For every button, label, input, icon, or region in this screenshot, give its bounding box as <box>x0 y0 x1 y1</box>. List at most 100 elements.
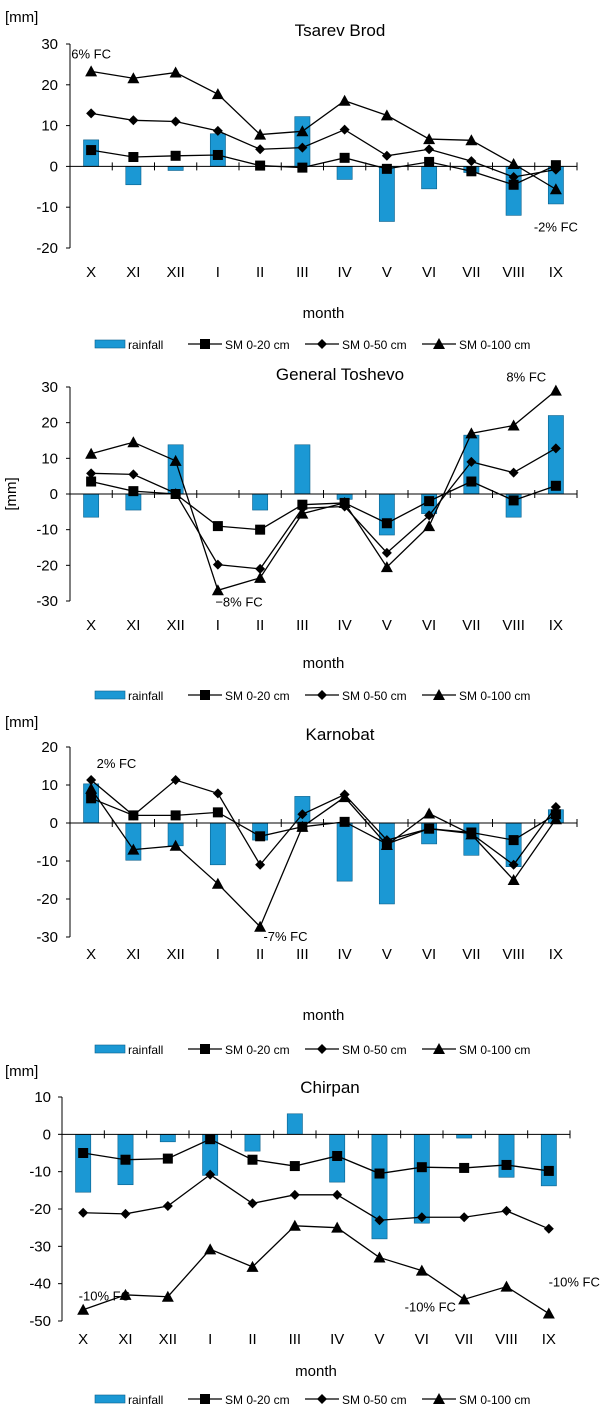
legend-label: SM 0-50 cm <box>342 689 407 703</box>
data-point-sm-0-20-cm <box>466 166 477 177</box>
rainfall-bar <box>413 1134 430 1224</box>
data-point-sm-0-20-cm <box>255 160 266 171</box>
legend-label: SM 0-100 cm <box>459 1393 530 1407</box>
series-line-sm-0-20-cm <box>90 797 557 845</box>
annotation-label: -10% FC <box>79 1288 130 1303</box>
data-point-sm-0-100-cm <box>373 1251 386 1263</box>
data-point-sm-0-100-cm <box>338 94 351 106</box>
x-tick-label: I <box>208 1331 212 1348</box>
series-line-sm-0-100-cm <box>91 70 557 190</box>
y-tick-label: 0 <box>43 1126 51 1143</box>
data-point-sm-0-50-cm <box>297 142 308 153</box>
data-point-sm-0-50-cm <box>550 802 561 813</box>
legend: rainfall SM 0-20 cm SM 0-50 cm SM 0-100 cm <box>94 1393 530 1407</box>
data-point-sm-0-50-cm <box>543 1223 554 1234</box>
x-axis-label: month <box>295 1363 337 1380</box>
x-tick-label: IV <box>338 264 352 281</box>
x-tick-label: II <box>256 946 264 963</box>
data-point-sm-0-50-cm <box>170 775 181 786</box>
data-point-sm-0-50-cm <box>424 510 435 521</box>
x-tick-label: X <box>86 617 96 634</box>
data-point-sm-0-50-cm <box>416 1212 427 1223</box>
data-point-sm-0-20-cm <box>162 1153 173 1164</box>
x-tick-label: XI <box>126 617 140 634</box>
x-tick-label: IV <box>330 1331 344 1348</box>
y-tick-label: -40 <box>29 1276 51 1293</box>
legend-label: rainfall <box>128 1393 163 1407</box>
annotation-label: -10% FC <box>549 1275 600 1290</box>
chart-panel-4: Chirpan[mm]100-10-20-30-40-50X XI XII I II II… <box>5 1063 600 1407</box>
x-tick-label: XII <box>166 617 184 634</box>
data-point-sm-0-20-cm <box>543 1165 554 1176</box>
y-tick-label: 10 <box>34 1089 51 1106</box>
data-point-sm-0-100-cm <box>380 109 393 121</box>
x-tick-label: X <box>78 1331 88 1348</box>
legend-label: SM 0-20 cm <box>225 1393 290 1407</box>
y-tick-label: 10 <box>41 118 58 135</box>
x-tick-label: II <box>256 617 264 634</box>
data-point-sm-0-100-cm <box>465 134 478 146</box>
data-point-sm-0-50-cm <box>212 125 223 136</box>
rainfall-bar <box>252 493 269 511</box>
x-tick-label: V <box>382 264 392 281</box>
data-point-sm-0-50-cm <box>170 116 181 127</box>
series-line-sm-0-100-cm <box>90 390 557 592</box>
data-point-sm-0-50-cm <box>212 788 223 799</box>
data-point-sm-0-20-cm <box>289 1161 300 1172</box>
x-tick-label: III <box>296 264 309 281</box>
x-tick-label: IX <box>542 1331 556 1348</box>
x-tick-label: VI <box>422 617 436 634</box>
data-point-sm-0-100-cm <box>254 920 267 932</box>
y-tick-label: -30 <box>36 593 58 610</box>
data-point-sm-0-50-cm <box>466 156 477 167</box>
legend-marker <box>317 1044 327 1054</box>
y-tick-label: -10 <box>36 199 58 216</box>
x-tick-label: XI <box>126 264 140 281</box>
data-point-sm-0-20-cm <box>459 1162 470 1173</box>
x-tick-label: IV <box>338 946 352 963</box>
data-point-sm-0-20-cm <box>416 1162 427 1173</box>
data-point-sm-0-20-cm <box>170 810 181 821</box>
data-point-sm-0-20-cm <box>212 807 223 818</box>
x-tick-label: VIII <box>502 617 525 634</box>
x-tick-label: VIII <box>495 1331 518 1348</box>
x-tick-label: I <box>216 617 220 634</box>
data-point-sm-0-20-cm <box>86 793 97 804</box>
data-point-sm-0-100-cm <box>549 384 562 396</box>
data-point-sm-0-50-cm <box>212 559 223 570</box>
data-point-sm-0-100-cm <box>246 1260 259 1272</box>
data-point-sm-0-50-cm <box>289 1189 300 1200</box>
data-point-sm-0-20-cm <box>381 163 392 174</box>
series-line-sm-0-20-cm <box>83 1138 549 1175</box>
data-point-sm-0-20-cm <box>255 831 266 842</box>
x-tick-label: XI <box>118 1331 132 1348</box>
data-point-sm-0-100-cm <box>169 66 182 78</box>
legend-label: rainfall <box>128 338 163 352</box>
data-point-sm-0-50-cm <box>86 468 97 479</box>
x-tick-label: VII <box>455 1331 473 1348</box>
data-point-sm-0-20-cm <box>86 145 97 156</box>
data-point-sm-0-100-cm <box>423 520 436 532</box>
y-tick-label: -10 <box>36 853 58 870</box>
x-tick-label: IX <box>549 946 563 963</box>
data-point-sm-0-100-cm <box>211 584 224 596</box>
data-point-sm-0-20-cm <box>381 518 392 529</box>
data-point-sm-0-100-cm <box>119 1288 132 1300</box>
x-axis-label: month <box>303 655 345 672</box>
data-point-sm-0-50-cm <box>381 547 392 558</box>
data-point-sm-0-20-cm <box>466 476 477 487</box>
y-tick-label: 0 <box>50 815 58 832</box>
data-point-sm-0-50-cm <box>205 1169 216 1180</box>
y-axis-label: [mm] <box>3 477 20 510</box>
data-point-sm-0-20-cm <box>508 179 519 190</box>
x-tick-label: VIII <box>502 264 525 281</box>
x-tick-label: III <box>289 1331 302 1348</box>
x-tick-label: III <box>296 946 309 963</box>
data-point-sm-0-20-cm <box>128 486 139 497</box>
legend-marker <box>200 339 210 349</box>
data-point-sm-0-50-cm <box>459 1212 470 1223</box>
data-point-sm-0-100-cm <box>549 813 562 825</box>
x-tick-label: IV <box>338 617 352 634</box>
data-point-sm-0-50-cm <box>508 467 519 478</box>
legend-swatch-rainfall <box>94 690 126 700</box>
